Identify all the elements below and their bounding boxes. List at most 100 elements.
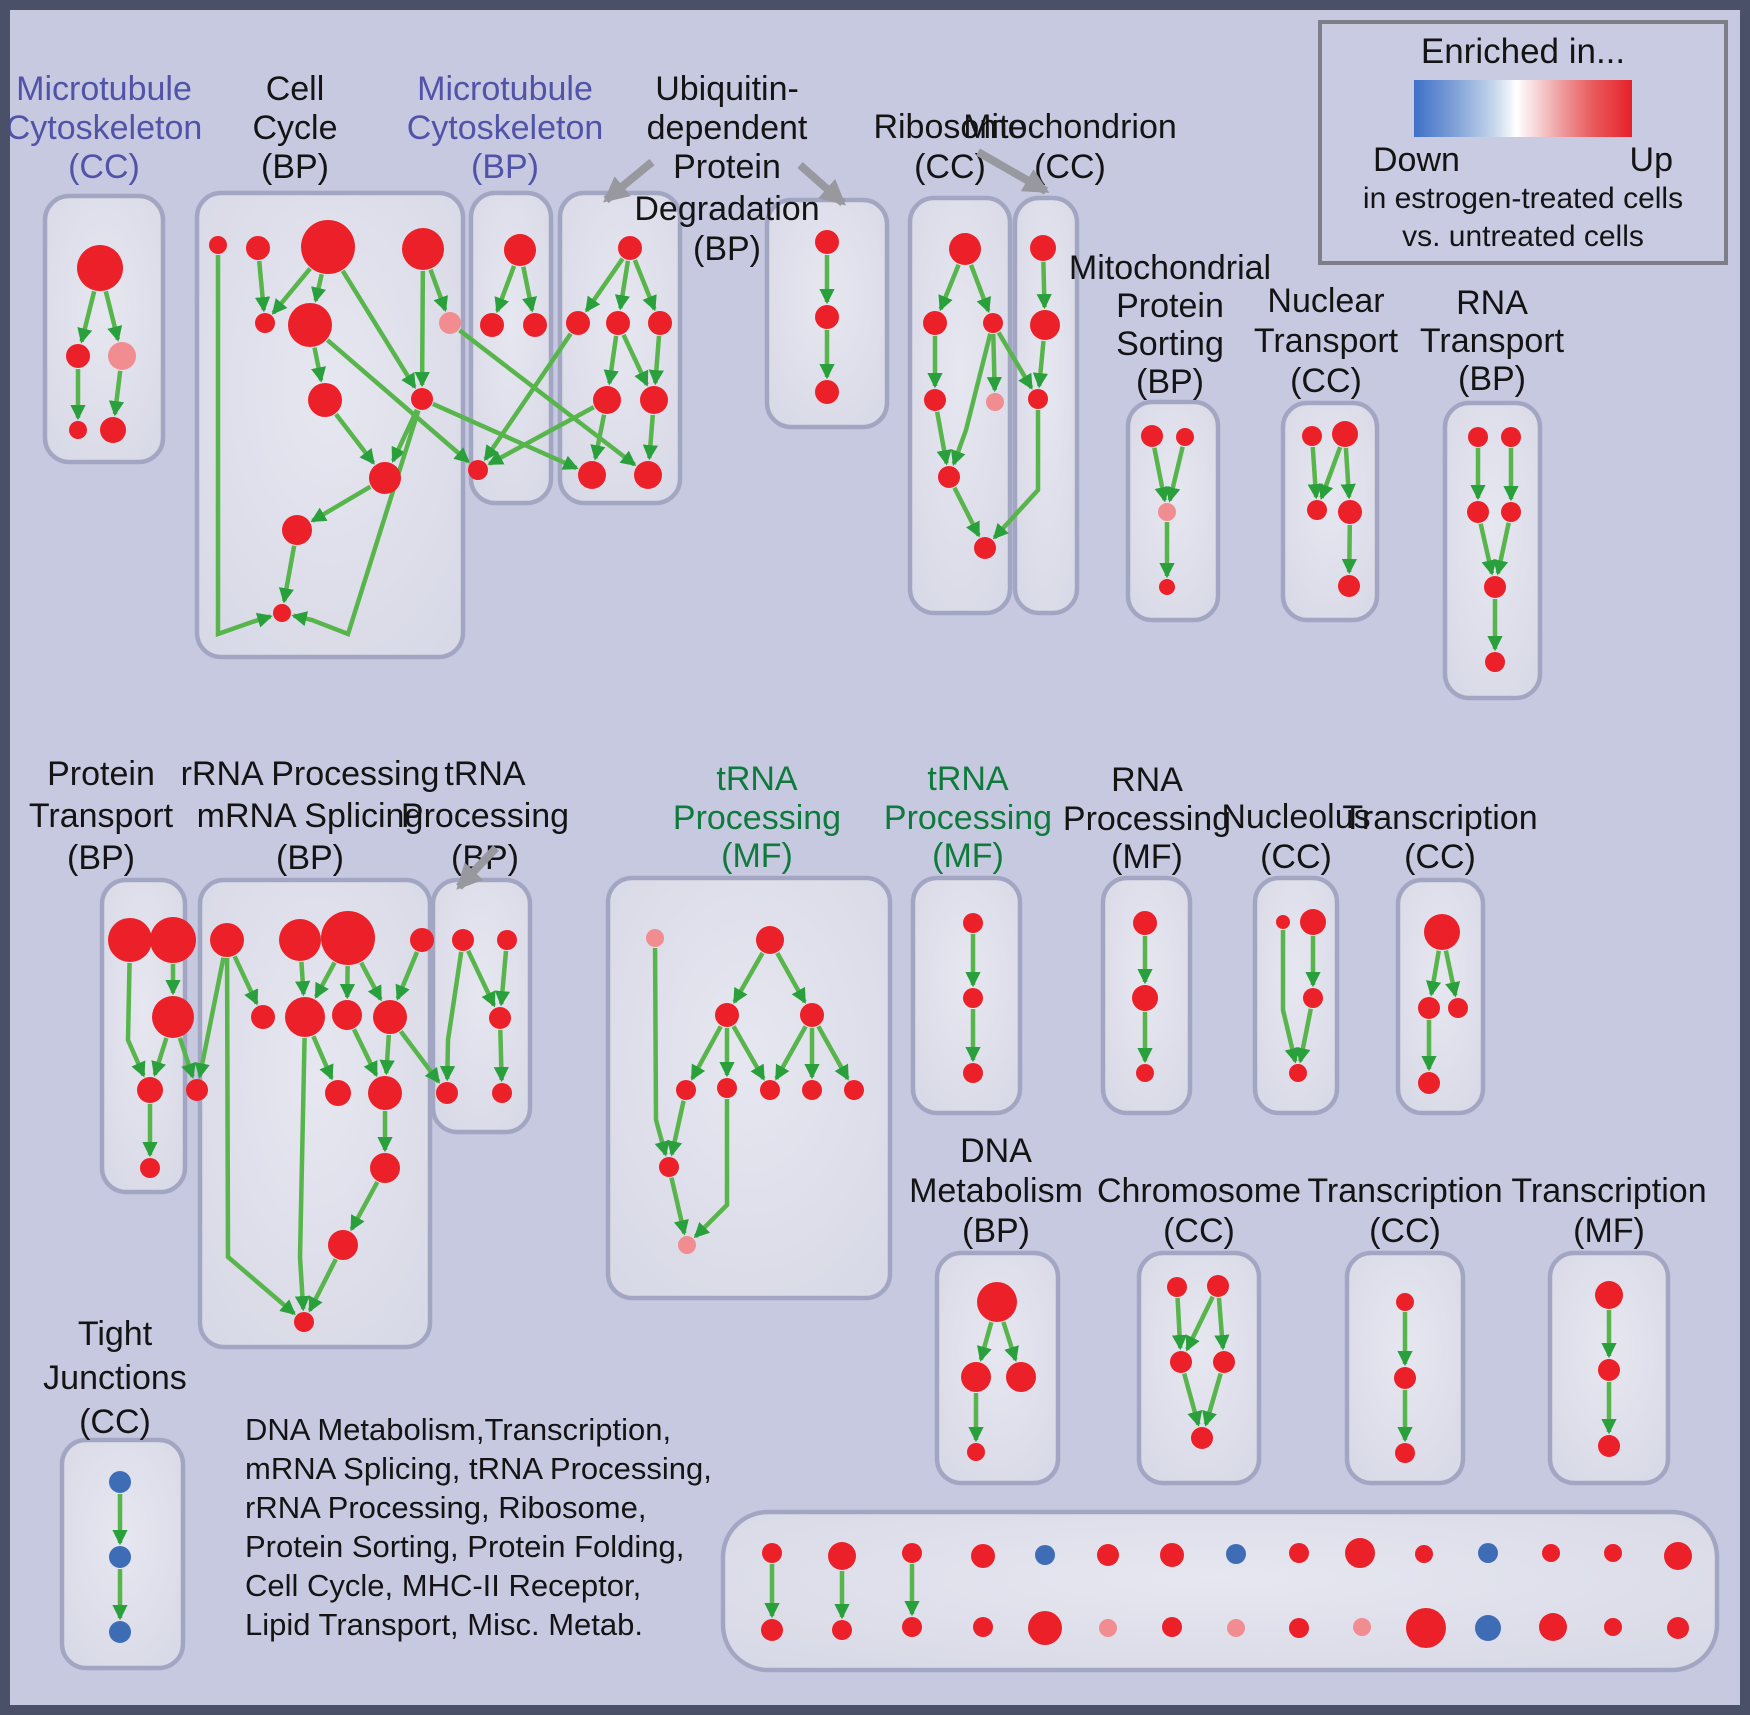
label-pointer-arrow (456, 845, 499, 890)
relation-edge (466, 949, 497, 1008)
go-term-node-up (762, 1543, 782, 1563)
relation-edge (774, 1025, 808, 1081)
relation-edge (349, 1180, 380, 1232)
go-term-node-up (282, 515, 312, 545)
trna-processing-bp-label: Processing (401, 797, 569, 835)
cell-cycle-bp-label: Cycle (252, 109, 337, 147)
go-term-node-up (1595, 1281, 1623, 1309)
microtubule-cytoskeleton-cc-box (42, 193, 166, 465)
mitochondrial-protein-sorting-bp-label: Sorting (1116, 325, 1224, 363)
microtubule-cytoskeleton-cc-label: Microtubule (16, 70, 192, 108)
relation-edge (621, 333, 649, 387)
relation-edge (483, 332, 573, 462)
go-term-node-up-weak (1353, 1618, 1371, 1636)
go-term-node-up-weak (986, 393, 1004, 411)
relation-edge (1318, 446, 1343, 500)
chromosome-cc-label: (CC) (1163, 1212, 1235, 1250)
relation-edge (439, 951, 464, 1082)
trna-processing-mf-small-label: Processing (884, 799, 1052, 837)
label-pointer-arrow (976, 148, 1050, 195)
rna-processing-mf-label: (MF) (1111, 838, 1183, 876)
protein-transport-bp-label: (BP) (67, 839, 135, 877)
ubiquitin-degradation-left-label: Ubiquitin- (655, 70, 799, 108)
relation-edge (232, 955, 259, 1006)
go-term-node-up (492, 1083, 512, 1103)
transcription-cc-bottom-label: (CC) (1369, 1212, 1441, 1250)
go-term-node-up (1598, 1435, 1620, 1457)
relation-edge (294, 1037, 311, 1312)
go-term-node-up (452, 929, 474, 951)
relation-edge (976, 1321, 994, 1362)
go-term-node-up (1604, 1544, 1622, 1562)
go-term-node-up (1542, 1544, 1560, 1562)
go-term-node-up (66, 344, 90, 368)
summary-note-line: Protein Sorting, Protein Folding, (245, 1529, 685, 1564)
relation-edge (986, 333, 1003, 393)
go-term-node-up (1030, 310, 1060, 340)
transcription-mf-label: (MF) (1573, 1212, 1645, 1250)
go-term-node-up (1132, 985, 1158, 1011)
go-term-node-up (902, 1617, 922, 1637)
go-term-node-up (1276, 915, 1290, 929)
relation-edge (177, 1037, 196, 1079)
go-term-node-up-weak (678, 1236, 696, 1254)
go-term-node-up (288, 303, 332, 347)
go-term-node-up (1176, 428, 1194, 446)
go-term-node-up (1332, 421, 1358, 447)
summary-note: DNA Metabolism,Transcription, mRNA Splici… (245, 1410, 712, 1644)
go-term-node-up (963, 988, 983, 1008)
mitochondrial-protein-sorting-bp-label: Protein (1116, 287, 1224, 325)
relation-edge (340, 269, 417, 390)
relation-edge (77, 290, 97, 344)
go-term-node-up (844, 1080, 864, 1100)
go-term-node-up (1028, 1611, 1062, 1645)
ubiquitin-degradation-left-box (557, 190, 683, 506)
go-term-node-up (648, 311, 672, 335)
misc-categories-box (720, 1509, 1720, 1673)
go-term-node-up-weak (1158, 503, 1176, 521)
go-term-node-up (1418, 1072, 1440, 1094)
relation-edge (224, 957, 296, 1316)
transcription-mf-label: Transcription (1511, 1172, 1706, 1210)
go-term-node-up (971, 1544, 995, 1568)
go-term-node-up (983, 313, 1003, 333)
go-term-node-up-weak (646, 929, 664, 947)
relation-edge (314, 961, 337, 999)
relation-edge (494, 265, 517, 314)
nuclear-transport-cc-label: Nuclear (1267, 282, 1384, 320)
transcription-cc-bottom-label: Transcription (1307, 1172, 1502, 1210)
go-term-node-up (1028, 389, 1048, 409)
relation-edge (1478, 523, 1497, 576)
relation-edge (494, 950, 511, 1007)
microtubule-cytoskeleton-cc-label: (CC) (68, 148, 140, 186)
relation-edge (1171, 1297, 1188, 1351)
go-term-node-up (1467, 501, 1489, 523)
trna-processing-mf-large-label: Processing (673, 799, 841, 837)
go-term-node-up (150, 917, 196, 963)
mitochondrial-protein-sorting-bp-label: (BP) (1136, 363, 1204, 401)
go-term-node-up (1006, 1362, 1036, 1392)
relation-edge (1341, 524, 1358, 575)
go-term-node-up (489, 1007, 511, 1029)
go-term-node-up (756, 926, 784, 954)
relation-edge (487, 405, 595, 466)
relation-edge (395, 951, 420, 1001)
go-term-node-up (411, 388, 433, 410)
go-term-node-up (949, 233, 981, 265)
legend-title: Enriched in... (1420, 32, 1626, 71)
go-term-node-up (902, 1543, 922, 1563)
relation-edge (652, 947, 670, 1157)
summary-note-line: rRNA Processing, Ribosome, (245, 1490, 647, 1525)
go-term-node-up (1300, 909, 1326, 935)
go-term-node-up (1396, 1293, 1414, 1311)
relation-edge (359, 961, 383, 1002)
go-term-node-up (251, 1005, 275, 1029)
go-term-node-up (815, 380, 839, 404)
relation-edge (398, 1030, 441, 1084)
relation-edge (938, 263, 961, 312)
rrna-processing-mrna-splicing-bp-label: (BP) (276, 839, 344, 877)
ubiquitin-degradation-left-label: Protein (673, 148, 781, 186)
relation-edge (952, 486, 981, 538)
microtubule-cytoskeleton-cc-label: Cytoskeleton (6, 109, 203, 147)
nuclear-transport-cc-label: Transport (1254, 322, 1399, 360)
